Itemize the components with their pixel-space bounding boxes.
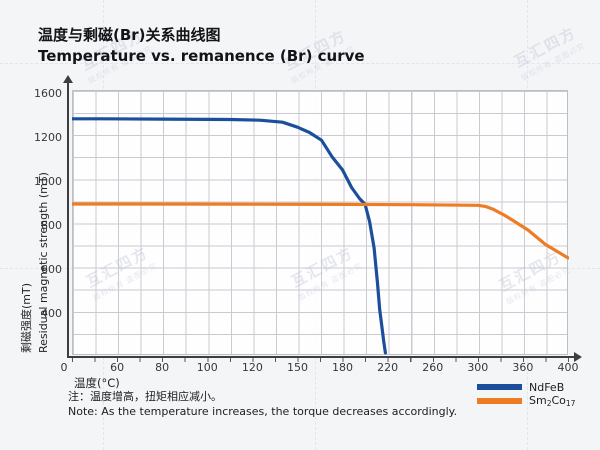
dashed-guide-line: [0, 63, 600, 64]
watermark: 互汇四方 版权所有 盗图必究: [511, 23, 587, 83]
y-tick-label: 1600: [34, 87, 62, 100]
x-tick-label: 300: [467, 361, 489, 374]
legend-label: Sm2Co17: [529, 394, 576, 408]
y-axis-title-en: Residual magnetic strength (mT): [37, 172, 50, 353]
y-axis-line: [67, 82, 69, 358]
x-tick-label: 400: [557, 361, 579, 374]
chart-title-block: 温度与剩磁(Br)关系曲线图 Temperature vs. remanence…: [38, 25, 365, 67]
y-tick-label: 800: [41, 219, 62, 232]
footnote-zh: 注：温度增高，扭矩相应减小。: [68, 390, 222, 403]
y-axis-title: 剩磁强度(mT) Residual magnetic strength (mT): [18, 172, 52, 353]
x-tick-label: 360: [512, 361, 534, 374]
x-tick-label: 220: [377, 361, 399, 374]
footnote-block: 注：温度增高，扭矩相应减小。 Note: As the temperature …: [68, 390, 457, 419]
x-tick-label: 180: [332, 361, 354, 374]
y-axis-arrow-icon: [63, 75, 73, 83]
legend-label: NdFeB: [529, 380, 565, 394]
x-tick-label: 100: [196, 361, 218, 374]
y-tick-label: 400: [41, 307, 62, 320]
plot-area: [72, 90, 568, 355]
x-axis-arrow-icon: [574, 352, 582, 362]
legend-item: Sm2Co17: [477, 394, 576, 408]
legend-swatch: [477, 384, 522, 390]
x-tick-label: 0: [60, 361, 68, 374]
x-axis-title: 温度(°C): [74, 376, 120, 390]
x-axis-minor-ticks: [72, 358, 569, 362]
y-axis-title-zh: 剩磁强度(mT): [20, 282, 33, 353]
x-tick-label: 260: [422, 361, 444, 374]
chart-title-en: Temperature vs. remanence (Br) curve: [38, 47, 365, 65]
legend-item: NdFeB: [477, 380, 575, 394]
footnote-en: Note: As the temperature increases, the …: [68, 404, 458, 418]
y-tick-label: 1000: [34, 175, 62, 188]
x-tick-label: 60: [110, 361, 125, 374]
x-axis-line: [67, 356, 575, 358]
y-tick-label: 1200: [34, 131, 62, 144]
legend: NdFeB Sm2Co17: [477, 381, 575, 409]
x-tick-label: 80: [155, 361, 170, 374]
x-tick-label: 120: [241, 361, 263, 374]
legend-swatch: [477, 398, 522, 404]
y-tick-label: 600: [41, 263, 62, 276]
x-tick-label: 150: [286, 361, 308, 374]
chart-title-zh: 温度与剩磁(Br)关系曲线图: [38, 26, 221, 44]
